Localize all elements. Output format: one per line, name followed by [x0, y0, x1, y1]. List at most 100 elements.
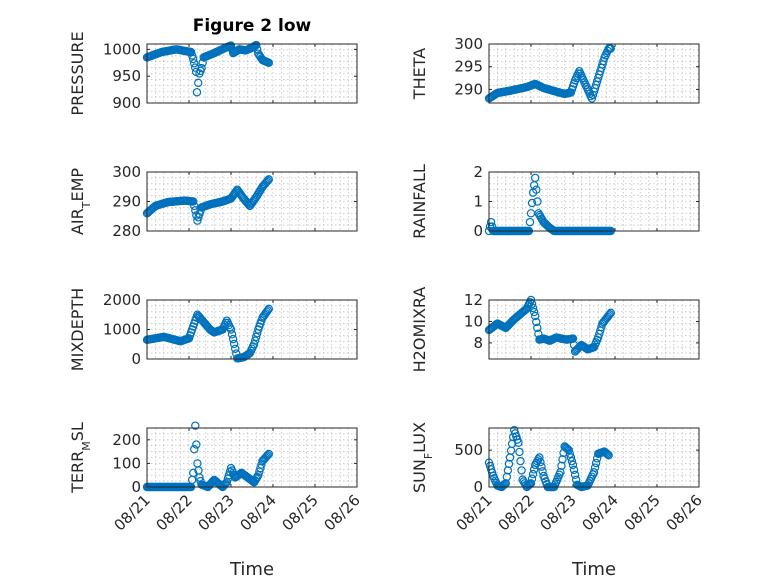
y-tick-label: 295 — [454, 58, 483, 76]
data-point — [230, 344, 240, 353]
data-point — [536, 457, 545, 467]
y-tick-label: 0 — [473, 478, 483, 496]
x-axis-label-left: Time — [229, 559, 274, 580]
data-point — [192, 88, 202, 97]
x-tick-label: 08/25 — [279, 491, 322, 534]
y-tick-label: 1 — [473, 193, 483, 211]
data-point — [252, 332, 261, 342]
data-point — [235, 470, 244, 479]
y-tick-label: 280 — [112, 222, 141, 240]
data-point — [602, 449, 611, 458]
data-point — [606, 44, 616, 53]
data-point — [564, 445, 574, 455]
data-point — [606, 308, 616, 318]
x-axis-label-right: Time — [571, 559, 616, 580]
data-point — [227, 330, 237, 339]
y-tick-label: 500 — [454, 441, 483, 459]
data-point — [527, 474, 537, 483]
y-tick-label: 2 — [473, 163, 483, 181]
data-point — [228, 334, 238, 344]
subplot-2: 290 295 300 THETA — [410, 35, 700, 104]
data-point — [604, 451, 613, 460]
y-tick-label: 200 — [112, 431, 141, 449]
subplot-6: 8 10 12 H2OMIXRA — [410, 287, 700, 372]
data-point — [599, 56, 608, 66]
data-point — [529, 307, 539, 317]
data-point — [533, 323, 542, 333]
y-tick-label: 290 — [112, 193, 141, 211]
y-tick-label: 950 — [112, 67, 141, 85]
grid-lines — [489, 172, 699, 231]
y-tick-label: 0 — [473, 222, 483, 240]
data-point — [533, 197, 542, 206]
y-tick-label: 1000 — [103, 40, 141, 58]
y-tick-label: 0 — [131, 350, 141, 368]
data-point — [252, 40, 261, 50]
data-point — [568, 460, 578, 470]
data-point — [591, 458, 601, 468]
data-point — [531, 311, 540, 321]
grid-lines — [147, 172, 357, 231]
data-point — [566, 453, 576, 462]
data-point — [516, 456, 525, 466]
subplot-5: 0 1000 2000 MIXDEPTH — [68, 288, 358, 371]
data-point — [605, 310, 614, 319]
y-tick-label: 1000 — [103, 321, 141, 339]
data-point — [499, 480, 508, 490]
data-point — [531, 173, 540, 183]
data-point — [249, 340, 259, 349]
data-point — [604, 311, 613, 320]
data-point — [264, 175, 273, 184]
data-point — [558, 455, 567, 464]
y-axis-label: AIRTEMP — [68, 168, 93, 235]
data-point — [514, 438, 523, 447]
data-point — [590, 463, 600, 472]
data-point — [532, 317, 541, 327]
data-series — [142, 304, 273, 363]
data-point — [517, 466, 526, 475]
axes-box — [146, 43, 358, 104]
data-point — [567, 456, 577, 466]
data-point — [515, 447, 524, 457]
data-series — [142, 175, 273, 225]
data-point — [226, 325, 236, 334]
data-point — [537, 462, 546, 471]
data-point — [191, 421, 200, 430]
data-point — [262, 452, 271, 461]
y-tick-label: 8 — [473, 334, 483, 352]
axes-box — [488, 299, 700, 360]
subplot-4: 0 1 2 RAINFALL — [410, 163, 700, 240]
data-point — [194, 78, 203, 88]
data-point — [525, 217, 535, 227]
axes-box — [488, 427, 700, 488]
data-point — [250, 336, 260, 345]
y-axis-label: RAINFALL — [410, 164, 429, 239]
x-tick-label: 08/24 — [579, 491, 622, 534]
data-point — [524, 480, 534, 490]
x-tick-label: 08/24 — [237, 491, 280, 534]
data-point — [226, 41, 236, 50]
data-point — [502, 472, 512, 482]
data-series — [484, 426, 613, 492]
y-tick-label: 900 — [112, 94, 141, 112]
y-tick-label: 290 — [454, 80, 483, 98]
y-tick-label: 300 — [454, 35, 483, 53]
subplot-1: 900 950 1000 PRESSURE — [68, 31, 358, 116]
data-point — [525, 480, 535, 489]
data-point — [189, 59, 199, 68]
data-point — [262, 177, 271, 187]
data-point — [500, 480, 509, 489]
y-tick-label: 2000 — [103, 291, 141, 309]
data-point — [503, 466, 513, 475]
data-point — [527, 198, 537, 208]
data-point — [565, 449, 575, 459]
subplot-3: 280 290 300 AIRTEMP — [68, 163, 358, 240]
data-point — [263, 450, 272, 460]
data-point — [197, 63, 206, 73]
x-tick-label: 08/22 — [153, 491, 196, 534]
data-point — [264, 304, 273, 314]
x-tick-label: 08/23 — [195, 491, 238, 534]
